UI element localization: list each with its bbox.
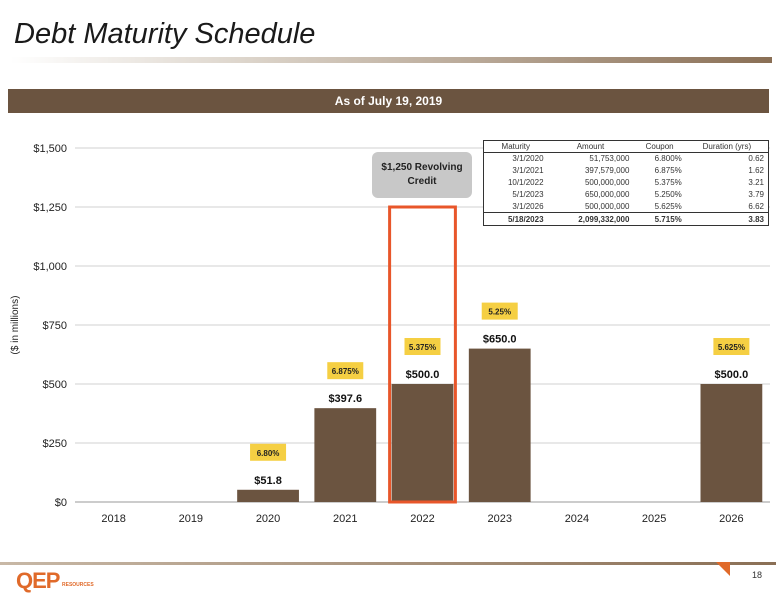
maturity-table: Maturity Amount Coupon Duration (yrs) 3/… — [483, 140, 769, 226]
y-axis-label: ($ in millions) — [10, 296, 21, 355]
table-cell: 5/1/2023 — [512, 190, 544, 199]
y-tick-label: $500 — [43, 379, 67, 391]
table-total-row: 5/18/2023 2,099,332,000 5.715% 3.83 — [483, 212, 769, 226]
y-tick-label: $1,250 — [33, 202, 67, 214]
bar — [314, 408, 377, 502]
bar — [391, 384, 454, 502]
x-tick-label: 2025 — [642, 513, 666, 525]
revolving-credit-outline — [388, 205, 457, 504]
coupon-label: 5.25% — [488, 308, 511, 317]
table-row: 3/1/2026 500,000,000 5.625% 6.62 — [484, 201, 769, 213]
bar — [468, 348, 531, 502]
coupon-label: 6.875% — [332, 367, 359, 376]
table-cell: 3.21 — [748, 178, 764, 187]
table-cell: 500,000,000 — [584, 178, 630, 187]
table-cell: 0.62 — [748, 154, 764, 164]
page-number: 18 — [752, 570, 763, 580]
coupon-label: 5.375% — [409, 343, 436, 352]
table-cell: 1.62 — [748, 166, 764, 175]
table-header-amount: Amount — [547, 140, 634, 153]
bar — [237, 489, 299, 502]
table-header-maturity: Maturity — [483, 140, 548, 153]
x-tick-label: 2020 — [256, 513, 280, 525]
title-divider — [10, 57, 772, 63]
table-cell: 5.715% — [633, 212, 686, 226]
table-cell: 3.79 — [748, 190, 764, 199]
y-tick-label: $0 — [55, 497, 67, 509]
table-cell: 6.62 — [748, 201, 764, 211]
table-cell: 6.800% — [654, 154, 682, 164]
x-tick-label: 2022 — [410, 513, 434, 525]
table-row: 10/1/2022 500,000,000 5.375% 3.21 — [484, 177, 769, 189]
table-cell: 3/1/2021 — [512, 166, 544, 175]
x-tick-label: 2019 — [179, 513, 203, 525]
table-cell: 5.375% — [654, 178, 682, 187]
debt-maturity-chart: $0 $250 $500 $750 $1,000 $1,250 $1,500 ($ in mi… — [10, 143, 770, 525]
data-label: $650.0 — [483, 334, 517, 346]
table-cell: 397,579,000 — [584, 166, 630, 175]
data-label: $397.6 — [328, 393, 362, 405]
table-cell: 3/1/2026 — [512, 201, 544, 211]
y-tick-label: $250 — [43, 438, 67, 450]
x-tick-label: 2021 — [333, 513, 357, 525]
x-tick-label: 2018 — [101, 513, 125, 525]
coupon-label: 5.625% — [718, 343, 745, 352]
as-of-banner: As of July 19, 2019 — [8, 89, 769, 113]
table-cell: 51,753,000 — [589, 154, 630, 164]
coupon-badge — [713, 338, 750, 355]
footer-divider — [0, 562, 776, 565]
table-cell: 500,000,000 — [584, 201, 630, 211]
table-cell: 5.625% — [654, 201, 682, 211]
table-header-duration: Duration (yrs) — [685, 140, 769, 153]
company-logo: QEP — [16, 568, 60, 593]
coupon-badge — [327, 362, 364, 380]
table-header-row: Maturity Amount Coupon Duration (yrs) — [483, 140, 769, 153]
table-cell: 3/1/2020 — [512, 154, 544, 164]
table-cell: 6.875% — [654, 166, 682, 175]
table-row: 3/1/2021 397,579,000 6.875% 1.62 — [484, 165, 769, 177]
company-logo-subtext: RESOURCES — [62, 582, 94, 588]
revolving-credit-callout: $1,250 Revolving Credit — [372, 152, 472, 198]
coupon-badge — [250, 443, 287, 461]
table-row: 5/1/2023 650,000,000 5.250% 3.79 — [484, 189, 769, 201]
table-cell: 3.83 — [685, 212, 769, 226]
data-label: $51.8 — [254, 475, 282, 487]
x-tick-label: 2024 — [565, 513, 589, 525]
table-cell: 5.250% — [654, 190, 682, 199]
data-label: $500.0 — [406, 369, 440, 381]
corner-accent — [716, 562, 730, 576]
x-tick-label: 2026 — [719, 513, 743, 525]
bar — [700, 384, 763, 502]
table-row: 3/1/2020 51,753,000 6.800% 0.62 — [484, 153, 769, 165]
page-title: Debt Maturity Schedule — [14, 18, 316, 50]
table-cell: 5/18/2023 — [483, 212, 548, 226]
table-cell: 10/1/2022 — [507, 178, 544, 187]
y-tick-label: $1,500 — [33, 143, 67, 155]
coupon-label: 6.80% — [257, 449, 280, 458]
coupon-badge — [404, 338, 441, 355]
table-cell: 2,099,332,000 — [547, 212, 634, 226]
table-cell: 650,000,000 — [584, 190, 630, 199]
y-tick-label: $1,000 — [33, 261, 67, 273]
data-label: $500.0 — [715, 369, 749, 381]
coupon-badge — [481, 302, 518, 320]
y-tick-label: $750 — [43, 320, 67, 332]
x-tick-label: 2023 — [487, 513, 511, 525]
table-header-coupon: Coupon — [633, 140, 686, 153]
